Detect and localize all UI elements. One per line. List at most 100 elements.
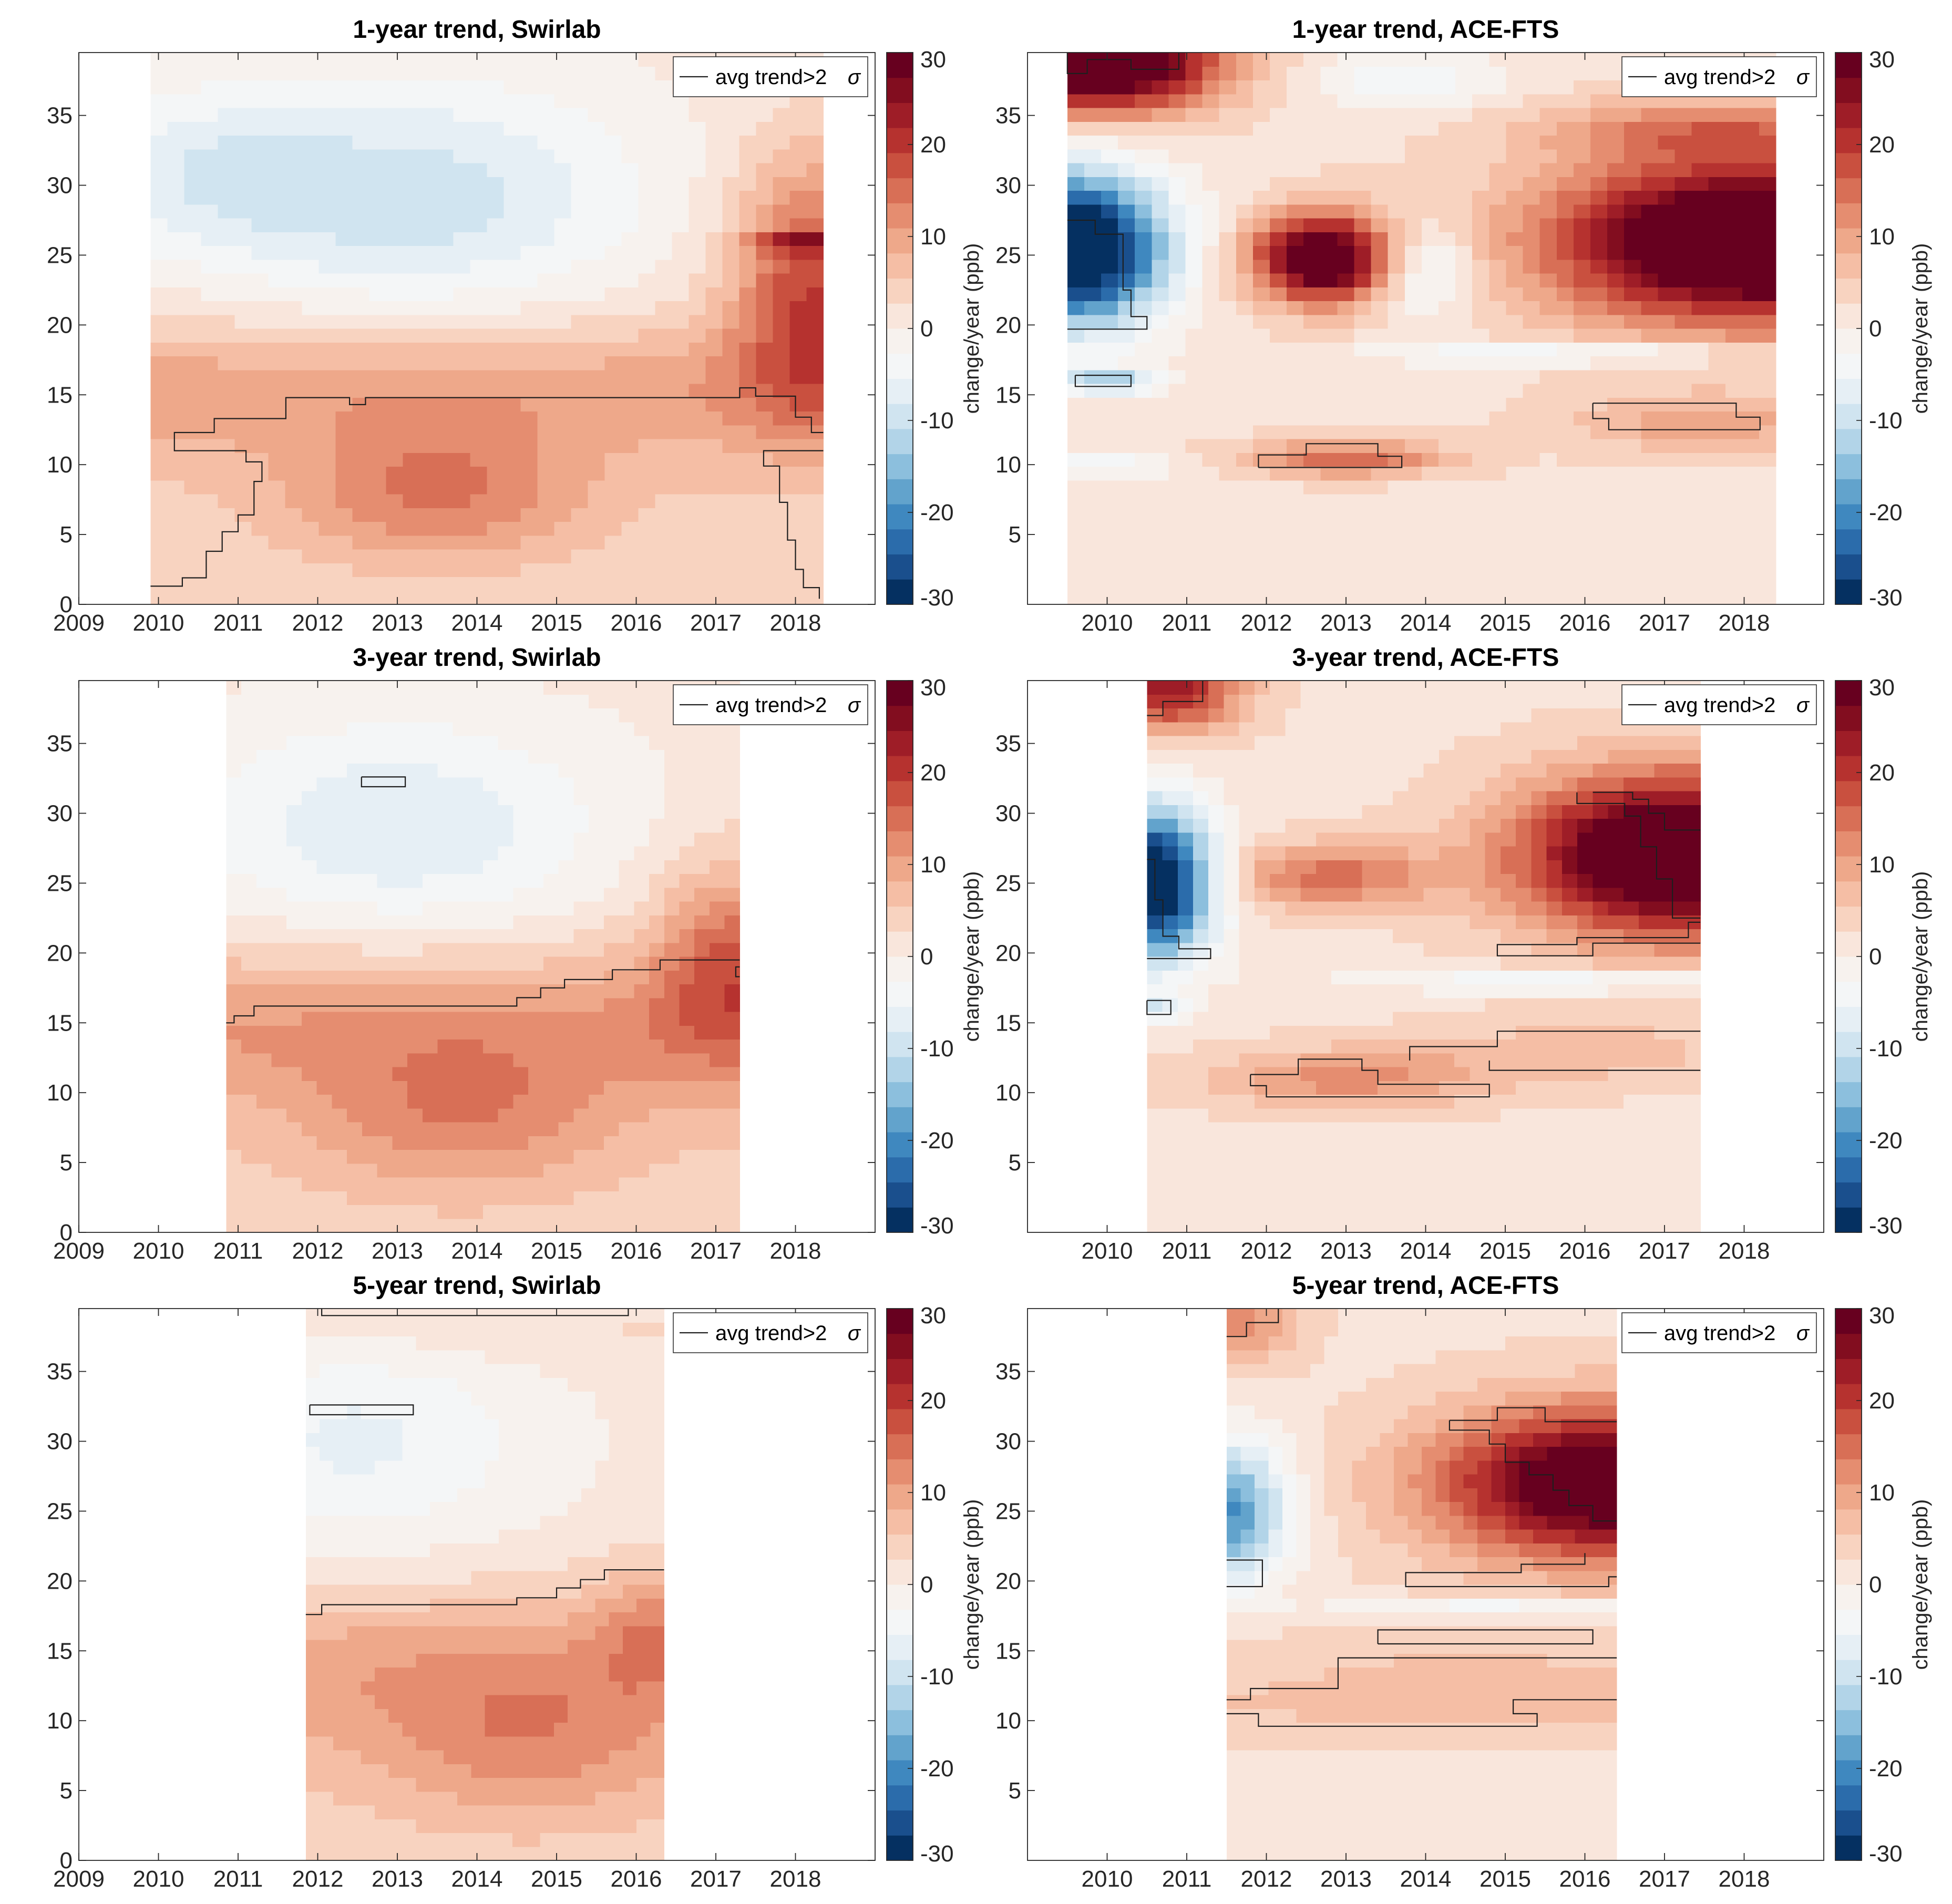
heatmap-cell	[1084, 397, 1102, 412]
heatmap-cell	[1641, 508, 1658, 522]
heatmap-cell	[286, 1053, 302, 1067]
colorbar-tick-label: -20	[1869, 500, 1903, 526]
heatmap-cell	[286, 1177, 302, 1191]
heatmap-cell	[1388, 563, 1405, 578]
heatmap-cell	[241, 722, 257, 736]
heatmap-cell	[1759, 452, 1776, 467]
heatmap-cell	[1067, 135, 1085, 150]
heatmap-cell	[453, 314, 471, 329]
heatmap-cell	[386, 80, 404, 95]
colorbar-swatch	[887, 152, 913, 179]
heatmap-cell	[573, 901, 589, 915]
heatmap-cell	[419, 108, 437, 122]
heatmap-cell	[1303, 369, 1321, 384]
heatmap-cell	[453, 94, 471, 108]
colorbar-swatch	[887, 404, 913, 429]
heatmap-cell	[543, 1177, 559, 1191]
heatmap-cell	[1506, 190, 1524, 205]
heatmap-cell	[482, 805, 499, 819]
colorbar-swatch	[1835, 278, 1862, 304]
heatmap-cell	[638, 232, 656, 246]
heatmap-cell	[150, 452, 168, 467]
heatmap-cell	[392, 694, 408, 709]
heatmap-cell	[709, 1025, 725, 1040]
heatmap-cell	[672, 563, 690, 578]
heatmap-cell	[218, 535, 235, 550]
heatmap-cell	[470, 577, 488, 591]
heatmap-cell	[1320, 232, 1338, 246]
colorbar-swatch	[887, 1132, 913, 1158]
heatmap-cell	[1135, 163, 1152, 177]
heatmap-cell	[1152, 314, 1169, 329]
x-tick-label: 2018	[1719, 610, 1770, 636]
heatmap-cell	[1067, 411, 1085, 426]
heatmap-cell	[1607, 149, 1625, 163]
heatmap-cell	[1236, 287, 1254, 302]
heatmap-cell	[1472, 425, 1489, 439]
heatmap-cell	[1708, 149, 1726, 163]
heatmap-cell	[285, 135, 302, 150]
heatmap-cell	[554, 439, 572, 453]
heatmap-cell	[352, 521, 369, 536]
heatmap-cell	[573, 777, 589, 791]
heatmap-cell	[573, 749, 589, 764]
heatmap-cell	[1236, 177, 1254, 191]
heatmap-cell	[1489, 204, 1507, 219]
heatmap-cell	[1168, 108, 1186, 122]
heatmap-cell	[369, 384, 387, 398]
heatmap-cell	[705, 245, 723, 260]
heatmap-cell	[319, 163, 336, 177]
heatmap-cell	[1287, 369, 1304, 384]
heatmap-cell	[271, 791, 287, 805]
heatmap-cell	[1539, 452, 1557, 467]
heatmap-cell	[352, 177, 369, 191]
heatmap-cell	[806, 508, 824, 522]
heatmap-cell	[1641, 384, 1658, 398]
heatmap-cell	[184, 480, 201, 495]
heatmap-cell	[1269, 411, 1287, 426]
heatmap-cell	[722, 521, 740, 536]
heatmap-cell	[1101, 190, 1118, 205]
heatmap-cell	[603, 818, 620, 833]
heatmap-cell	[621, 342, 639, 357]
heatmap-cell	[167, 342, 184, 357]
heatmap-cell	[1118, 452, 1135, 467]
heatmap-cell	[709, 736, 725, 750]
heatmap-cell	[1269, 232, 1287, 246]
heatmap-cell	[150, 508, 168, 522]
heatmap-cell	[268, 259, 285, 274]
heatmap-cell	[694, 873, 710, 888]
heatmap-cell	[756, 204, 774, 219]
heatmap-cell	[1624, 314, 1641, 329]
heatmap-cell	[1101, 425, 1118, 439]
heatmap-cell	[407, 818, 423, 833]
heatmap-cell	[316, 1122, 333, 1136]
heatmap-cell	[234, 549, 252, 563]
heatmap-cell	[1674, 121, 1692, 136]
heatmap-cell	[1219, 287, 1237, 302]
heatmap-cell	[621, 259, 639, 274]
heatmap-cell	[638, 411, 656, 426]
heatmap-cell	[722, 121, 740, 136]
heatmap-cell	[655, 149, 673, 163]
heatmap-cell	[453, 777, 468, 791]
heatmap-cell	[722, 163, 740, 177]
heatmap-cell	[1252, 535, 1270, 550]
heatmap-cell	[789, 121, 807, 136]
heatmap-cell	[694, 1205, 710, 1219]
heatmap-cell	[1455, 466, 1473, 481]
heatmap-cell	[1624, 245, 1641, 260]
heatmap-cell	[436, 163, 454, 177]
heatmap-cell	[1269, 204, 1287, 219]
heatmap-cell	[604, 452, 622, 467]
heatmap-cell	[1472, 521, 1489, 536]
heatmap-cell	[739, 384, 757, 398]
heatmap-cell	[649, 805, 665, 819]
heatmap-cell	[302, 80, 319, 95]
heatmap-cell	[537, 369, 555, 384]
heatmap-cell	[773, 218, 790, 232]
heatmap-cell	[1320, 521, 1338, 536]
heatmap-cell	[679, 1149, 695, 1164]
heatmap-cell	[218, 494, 235, 508]
x-tick-label: 2015	[531, 1238, 582, 1264]
